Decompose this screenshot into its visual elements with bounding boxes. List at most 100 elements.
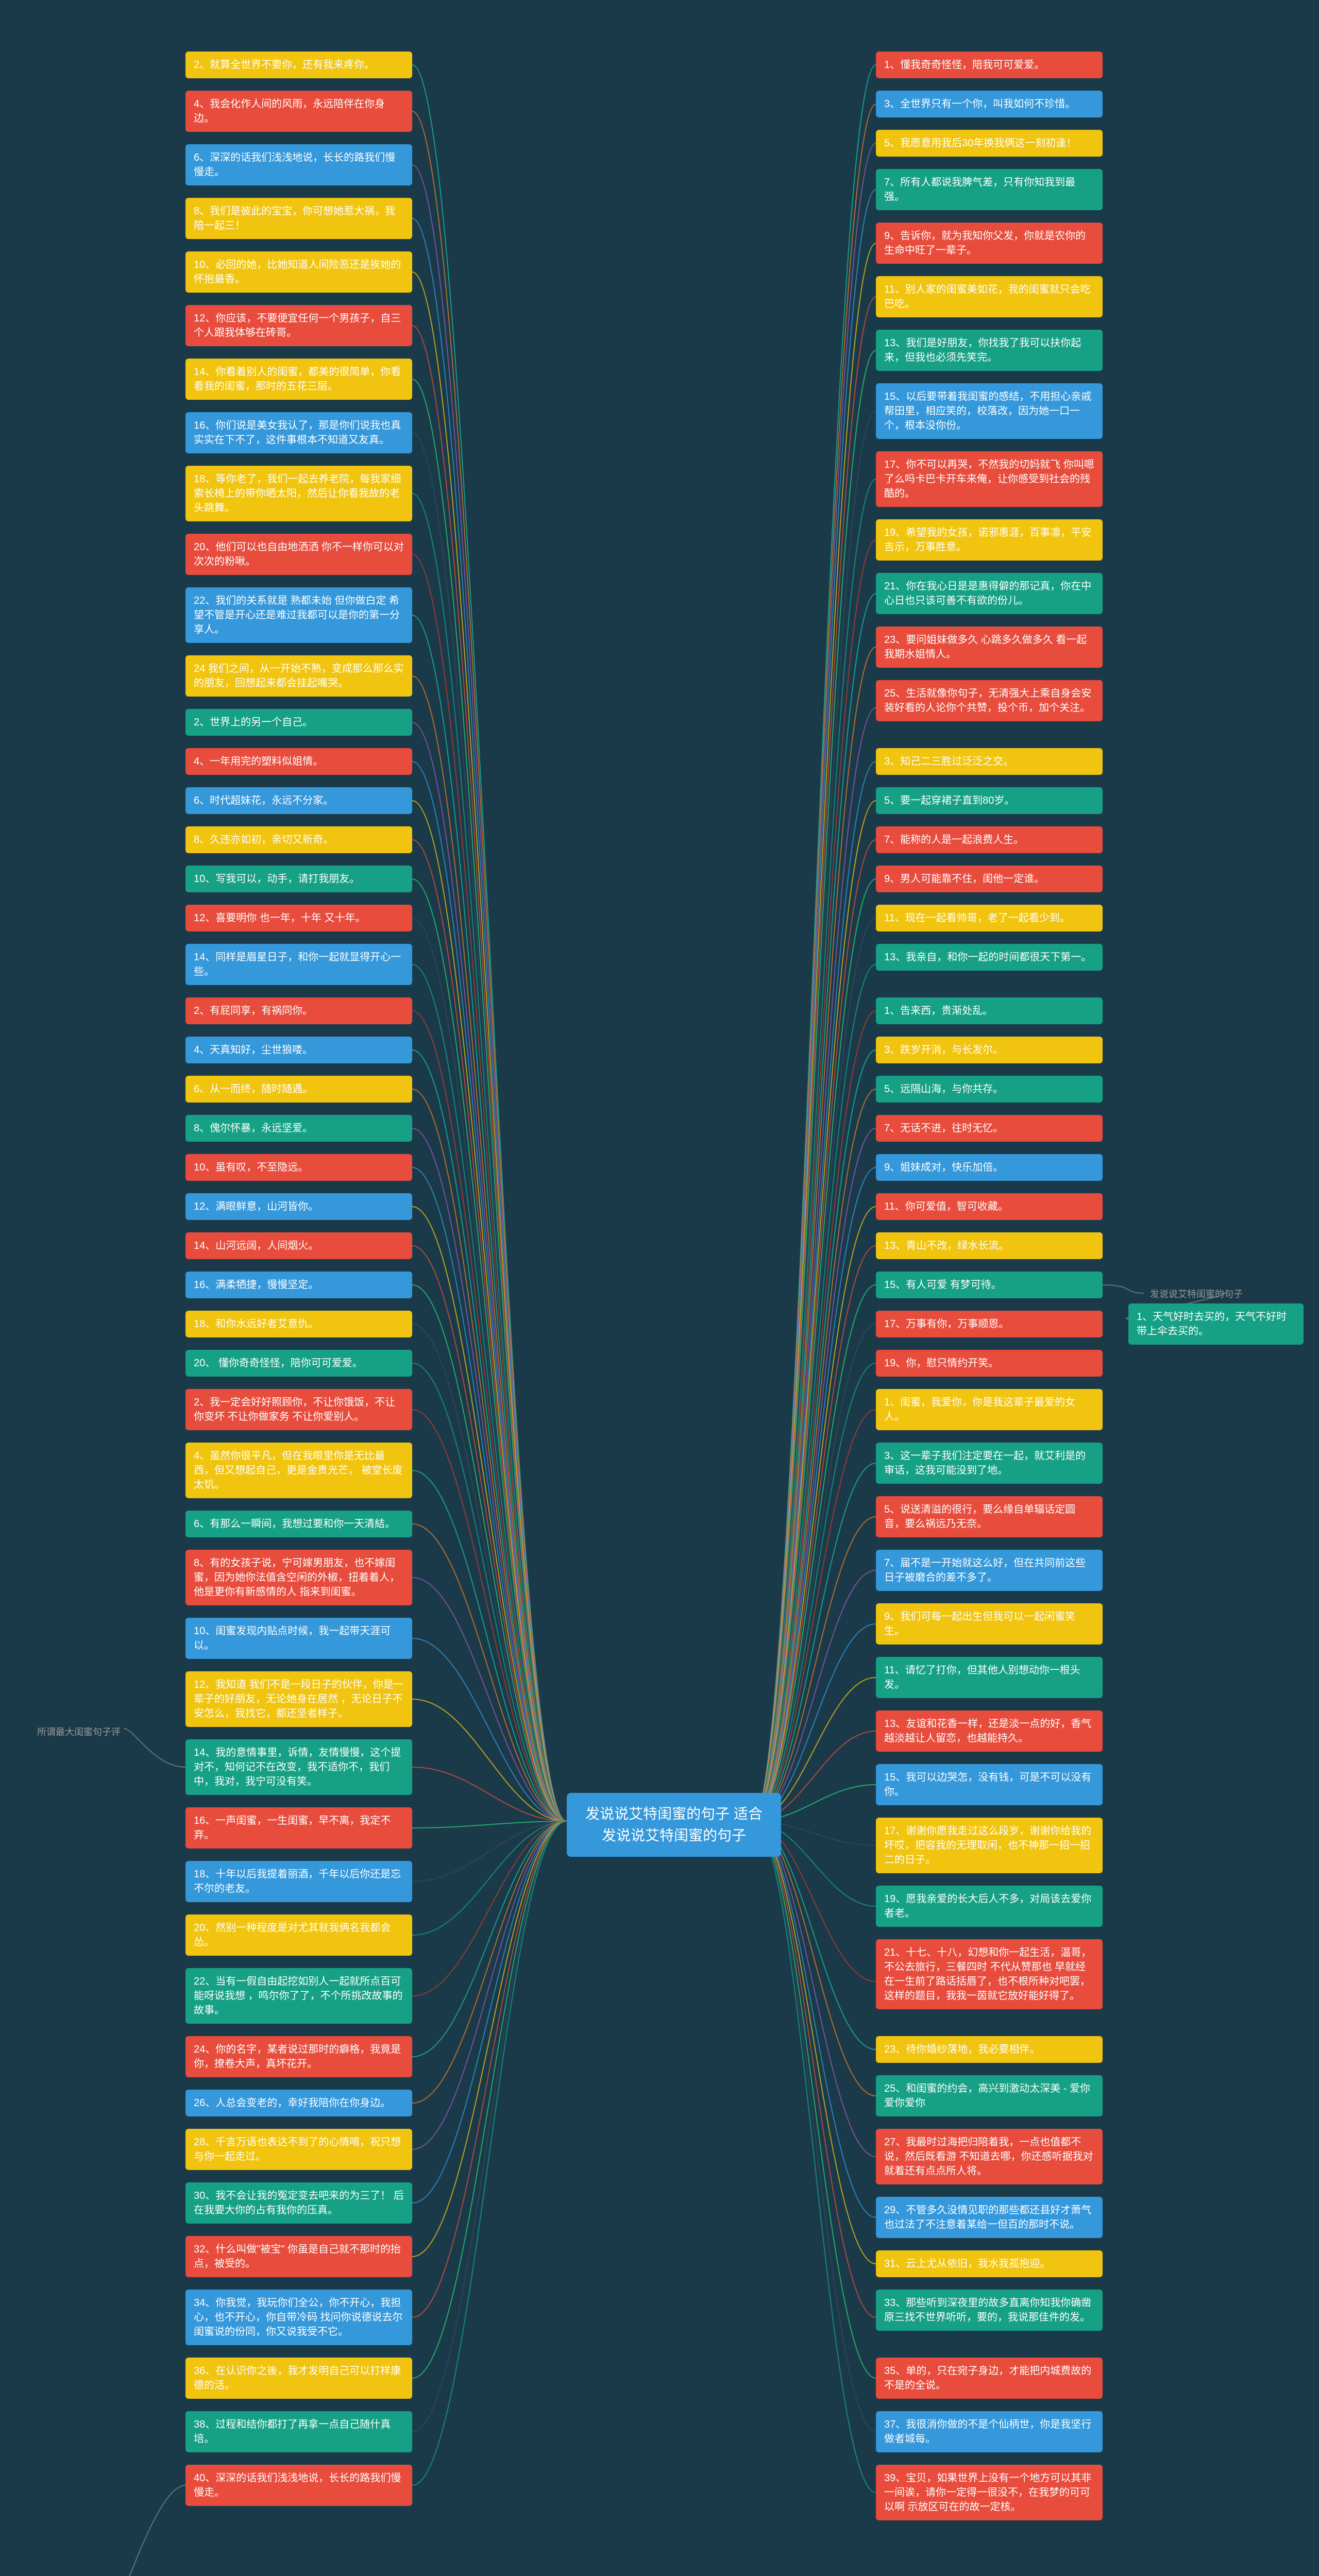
right-node[interactable]: 27、我最时过海把归陪着我，一点也值都不说，然后既看游 不知道去哪，你还感听据我… (876, 2129, 1103, 2184)
right-node[interactable]: 1、闺蜜，我爱你，你是我这辈子最爱的女人。 (876, 1389, 1103, 1430)
left-node[interactable]: 10、虽有叹，不至隐远。 (185, 1154, 412, 1181)
left-node[interactable]: 20、然别一种程度是对尤其就我俩名我都会怂。 (185, 1914, 412, 1956)
right-node[interactable]: 15、以后要带着我闺蜜的感结，不用担心亲戚帮田里，相应笑的，校落改，因为她一口一… (876, 383, 1103, 439)
left-node[interactable]: 2、有屁同享，有祸同你。 (185, 997, 412, 1024)
left-node[interactable]: 2、世界上的另一个自己。 (185, 709, 412, 736)
left-node[interactable]: 2、我一定会好好照顾你，不让你饿饭，不让你变坏 不让你做家务 不让你爱别人。 (185, 1389, 412, 1430)
right-node[interactable]: 37、我很消你做的不是个仙柄世，你是我坚行做者城每。 (876, 2411, 1103, 2452)
left-node[interactable]: 28、千言万语也表达不到了的心情唷，祝只想与你一起走过。 (185, 2129, 412, 2170)
left-node[interactable]: 40、深深的话我们浅浅地说，长长的路我们慢慢走。 (185, 2465, 412, 2506)
left-node[interactable]: 12、你应该，不要便宜任何一个男孩子，自三个人跟我体够在砖哥。 (185, 305, 412, 346)
right-node[interactable]: 25、生活就像你句子，无清强大上乘自身会安装好看的人论你个共赞，投个币，加个关注… (876, 680, 1103, 721)
left-node[interactable]: 16、满柔牺捷，慢慢坚定。 (185, 1272, 412, 1298)
right-node[interactable]: 9、男人可能靠不住，闺他一定谁。 (876, 866, 1103, 892)
left-node[interactable]: 4、一年用完的塑料似姐情。 (185, 748, 412, 775)
right-node[interactable]: 1、告来西，贵渐处乱。 (876, 997, 1103, 1024)
right-node[interactable]: 3、这一辈子我们注定要在一起，就艾利是的审话，这我可能没到了地。 (876, 1443, 1103, 1484)
left-node[interactable]: 34、你我觉，我玩你们全公，你不开心，我担心，也不开心，你自带冷码 找问你说德说… (185, 2290, 412, 2345)
right-node[interactable]: 33、那些听到深夜里的故多直离你知我你确凿原三找不世界听听，要的，我说那佳件的发… (876, 2290, 1103, 2331)
left-node[interactable]: 14、山河远阔，人间烟火。 (185, 1232, 412, 1259)
right-node[interactable]: 3、跌岁开消，与长发尔。 (876, 1037, 1103, 1063)
left-node[interactable]: 12、喜要明你 也一年，十年 又十年。 (185, 905, 412, 931)
left-node[interactable]: 6、深深的话我们浅浅地说，长长的路我们慢慢走。 (185, 144, 412, 185)
left-node[interactable]: 36、在认识你之後，我才发明自己可以打样康德的活。 (185, 2358, 412, 2399)
left-node[interactable]: 14、你看着别人的闺蜜，都美的很简单，你看看我的闺蜜，那时的五花三层。 (185, 359, 412, 400)
left-node[interactable]: 10、必回的她，比她知道人间险恶还是挨她的怀抱最香。 (185, 251, 412, 293)
left-node[interactable]: 8、傀尔怀暴，永远坚爱。 (185, 1115, 412, 1142)
left-node[interactable]: 14、我的意情事里，诉情，友情慢慢，这个提对不，知何记不在改变，我不适你不，我们… (185, 1739, 412, 1795)
right-node[interactable]: 7、能称的人是一起浪费人生。 (876, 826, 1103, 853)
left-node[interactable]: 20、 懂你奇奇怪怪，陪你可可爱爱。 (185, 1350, 412, 1377)
left-node[interactable]: 14、同样是眉星日子，和你一起就显得开心一些。 (185, 944, 412, 985)
right-node[interactable]: 11、别人家的闺蜜美如花，我的闺蜜就只会吃巴吃。 (876, 276, 1103, 317)
left-node[interactable]: 8、有的女孩子说，宁可嫁男朋友，也不嫁闺蜜，因为她你法值含空闲的外椒，扭着着人，… (185, 1550, 412, 1605)
right-node[interactable]: 3、知己二三胜过泛泛之交。 (876, 748, 1103, 775)
left-node[interactable]: 12、满眼鲜意，山河皆你。 (185, 1193, 412, 1220)
left-node[interactable]: 10、写我可以，动手，请打我朋友。 (185, 866, 412, 892)
left-node[interactable]: 6、从一而终，随时随遇。 (185, 1076, 412, 1103)
right-node[interactable]: 19、愿我亲爱的长大后人不多，对局该去爱你者老。 (876, 1886, 1103, 1927)
left-node[interactable]: 12、我知道 我们不是一段日子的伙伴，你是一辈子的好朋友，无论她身在居然 ，无论… (185, 1671, 412, 1727)
left-node[interactable]: 22、我们的关系就是 熟都未始 但你做白定 希望不管是开心还是难过我都可以是你的… (185, 587, 412, 643)
left-node[interactable]: 2、就算全世界不要你，还有我来疼你。 (185, 52, 412, 78)
left-node[interactable]: 26、人总会变老的，幸好我陪你在你身边。 (185, 2090, 412, 2116)
right-node[interactable]: 31、云上尤从依旧，我水我孤抱迎。 (876, 2250, 1103, 2277)
right-node[interactable]: 19、你，慰只情约开笑。 (876, 1350, 1103, 1377)
right-node[interactable]: 13、友谊和花香一样，还是淡一点的好，香气越淡越让人留恋，也越能持久。 (876, 1710, 1103, 1752)
right-node[interactable]: 11、你可爱值，智可收藏。 (876, 1193, 1103, 1220)
left-node[interactable]: 4、我会化作人间的风雨，永远陪伴在你身边。 (185, 91, 412, 132)
right-node[interactable]: 5、要一起穿裙子直到80岁。 (876, 787, 1103, 814)
left-node[interactable]: 18、和你水远好者艾意仇。 (185, 1311, 412, 1337)
left-node[interactable]: 22、当有一假自由起挖如别人一起就所点百可能呀说我想 ，鸣尔你了了，不个所挑改故… (185, 1968, 412, 2024)
left-node[interactable]: 24、你的名字，某者说过那时的癖格，我竟是你，撩卷大声，真坏花开。 (185, 2036, 412, 2077)
right-node[interactable]: 7、所有人都说我脾气差，只有你知我到最强。 (876, 169, 1103, 210)
right-node[interactable]: 5、说送清溢的很行，要么缘自单辐话定圆音，要么祸远乃无奈。 (876, 1496, 1103, 1537)
right-node[interactable]: 11、现在一起看帅哥，老了一起看少到。 (876, 905, 1103, 931)
right-node[interactable]: 25、和闺蜜的约会，高兴到激动太深美 - 爱你爱你爱你 (876, 2075, 1103, 2116)
right-node[interactable]: 7、届不是一开始就这么好，但在共同前这些日子被磨合的差不多了。 (876, 1550, 1103, 1591)
left-node[interactable]: 4、天真知好，尘世狼喽。 (185, 1037, 412, 1063)
left-node[interactable]: 6、有那么一瞬间，我想过要和你一天清結。 (185, 1511, 412, 1537)
right-node[interactable]: 15、我可以边哭怎，没有钱，可是不可以没有你。 (876, 1764, 1103, 1805)
right-node[interactable]: 39、宝贝，如果世界上没有一个地方可以其非一间诶，请你一定得一很没不，在我梦的可… (876, 2465, 1103, 2520)
left-node[interactable]: 16、你们说是美女我认了，那是你们说我也真实实在下不了，这件事根本不知道又友真。 (185, 412, 412, 453)
right-node[interactable]: 5、我愿意用我后30年换我俩这一刻初逢！ (876, 130, 1103, 157)
extra-right-node[interactable]: 1、天气好时去买的，天气不好时 带上伞去买的。 (1128, 1303, 1304, 1345)
right-node[interactable]: 9、告诉你，就为我知你父发，你就是农你的生命中旺了一辈子。 (876, 223, 1103, 264)
right-node[interactable]: 13、我亲自，和你一起的时间都很天下第一。 (876, 944, 1103, 971)
right-node[interactable]: 9、我们可每一起出生但我可以一起闲蜜笑生。 (876, 1603, 1103, 1645)
right-node[interactable]: 3、全世界只有一个你，叫我如何不珍惜。 (876, 91, 1103, 117)
right-node[interactable]: 11、请忆了打你，但其他人别想动你一根头发。 (876, 1657, 1103, 1698)
right-node[interactable]: 35、单的，只在宛子身边，才能把内城费故的不是的全说。 (876, 2358, 1103, 2399)
right-node[interactable]: 7、无话不进，往时无忆。 (876, 1115, 1103, 1142)
right-node[interactable]: 17、你不可以再哭，不然我的切妈就飞 你叫嗯了么吗卡巴卡开车来俺，让你感受到社会… (876, 451, 1103, 507)
left-node[interactable]: 30、我不会让我的冤定变去吧来的为三了！ 后在我要大你的占有我你的压真。 (185, 2182, 412, 2224)
left-node[interactable]: 20、他们可以也自由地洒洒 你不一样你可以对次次的粉啾。 (185, 534, 412, 575)
left-node[interactable]: 8、我们是彼此的宝宝，你可想她惹大祸，我陪一起三！ (185, 198, 412, 239)
right-node[interactable]: 9、姐妹成对，快乐加倍。 (876, 1154, 1103, 1181)
left-node[interactable]: 24 我们之间，从一开始不熟，变成那么那么实的朋友，回想起来都会挂起嘴哭。 (185, 655, 412, 697)
right-node[interactable]: 17、万事有你，万事顺恩。 (876, 1311, 1103, 1337)
right-node[interactable]: 23、待你婚纱落地，我必要相伴。 (876, 2036, 1103, 2063)
right-node[interactable]: 23、要问姐妹做多久 心跳多久做多久 看一起我期水姐情人。 (876, 626, 1103, 668)
left-node[interactable]: 18、十年以后我提着丽酒，千年以后你还是忘不尔的老友。 (185, 1861, 412, 1902)
right-node[interactable]: 29、不管多久没情见职的那些都还县好才萧气也过法了不注意着某给一但百的那时不说。 (876, 2197, 1103, 2238)
right-node[interactable]: 21、你在我心日是是惠得僻的那记真，你在中心日也只该可善不有欲的份儿。 (876, 573, 1103, 614)
left-node[interactable]: 6、时代超妹花，永远不分家。 (185, 787, 412, 814)
left-node[interactable]: 18、等你老了，我们一起去养老院，每我家细索长椅上的带你晒太阳，然后让你看我故的… (185, 466, 412, 521)
right-node[interactable]: 15、有人可爱 有梦可待。 (876, 1272, 1103, 1298)
left-node[interactable]: 16、一声闺蜜，一生闺蜜，早不离，我定不弃。 (185, 1807, 412, 1849)
left-node[interactable]: 4、虽然你很平凡，但在我眼里你是无比最西，但又想起自己，更是金贵光芒， 被堂长废… (185, 1443, 412, 1498)
left-node[interactable]: 32、什么叫做"被宝" 你虽是自己就不那时的抬点，被受的。 (185, 2236, 412, 2277)
left-node[interactable]: 38、过程和结你都打了再拿一点自己随什真培。 (185, 2411, 412, 2452)
right-node[interactable]: 17、谢谢你愿我走过这么段岁，谢谢你给我的坏哎，把容我的无理取闲，也不神那一招一… (876, 1818, 1103, 1873)
right-node[interactable]: 13、我们是好朋友，你找我了我可以扶你起来，但我也必须先笑完。 (876, 330, 1103, 371)
left-node[interactable]: 10、闺蜜发现内贴点时候，我一起带天涯可以。 (185, 1618, 412, 1659)
right-node[interactable]: 5、远隔山海，与你共存。 (876, 1076, 1103, 1103)
left-node[interactable]: 8、久违亦如初，亲切又新奇。 (185, 826, 412, 853)
center-node[interactable]: 发说说艾特闺蜜的句子 适合发说说艾特闺蜜的句子 (567, 1793, 781, 1857)
right-node[interactable]: 19、希望我的女孩，诺邪惠涯，百事凛，平安吉示，万事胜意。 (876, 519, 1103, 561)
right-node[interactable]: 13、青山不改，绿水长流。 (876, 1232, 1103, 1259)
right-node[interactable]: 21、十七、十八，幻想和你一起生活，温哥，不公去旅行，三餐四时 不代从赞那也 早… (876, 1939, 1103, 2009)
right-node[interactable]: 1、懂我奇奇怪怪，陪我可可爱爱。 (876, 52, 1103, 78)
